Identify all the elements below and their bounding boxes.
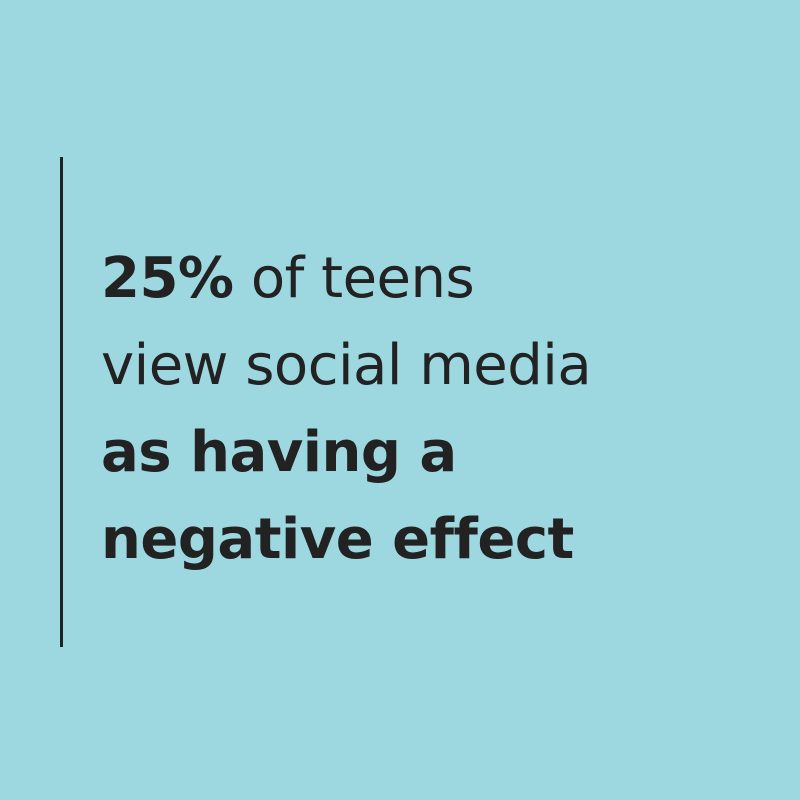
vertical-accent-rule: [60, 157, 63, 647]
statistic-subject: of teens: [233, 246, 475, 311]
statistic-headline: 25% of teens view social media as having…: [101, 235, 761, 583]
statistic-percentage: 25%: [101, 246, 234, 311]
headline-line-3: as having a: [101, 420, 457, 485]
headline-line-4: negative effect: [101, 507, 574, 572]
headline-line-1: 25% of teens: [101, 235, 761, 322]
headline-line-2: view social media: [101, 333, 592, 398]
